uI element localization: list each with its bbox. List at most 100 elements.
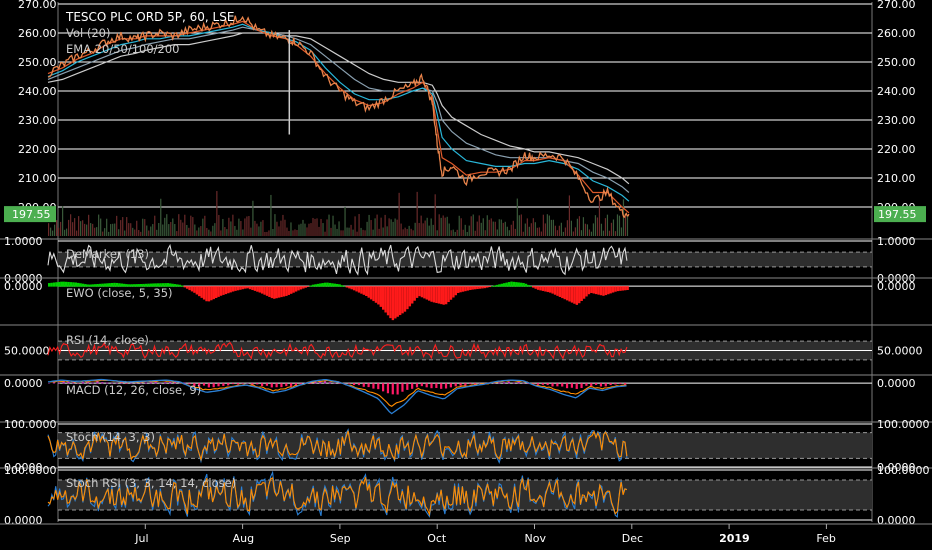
volume-bar: [360, 227, 362, 236]
volume-bar: [514, 228, 516, 236]
ewo-bar: [280, 286, 283, 298]
volume-bar: [120, 220, 122, 236]
volume-bar: [78, 216, 80, 236]
price-tick-left: 220.00: [18, 143, 57, 156]
macd-hist-bar: [386, 383, 390, 394]
macd-hist-bar: [52, 382, 56, 384]
macd-hist-bar: [503, 382, 506, 384]
volume-bar: [60, 221, 62, 236]
ewo-bar: [406, 286, 409, 310]
ewo-bar: [152, 283, 155, 287]
macd-hist-bar: [362, 383, 365, 387]
ewo-bar: [258, 286, 261, 293]
volume-bar: [442, 215, 444, 236]
macd-hist-bar: [309, 383, 312, 384]
panel-macd[interactable]: 0.0000 0.0000 MACD (12, 26, close, 9): [0, 374, 932, 422]
macd-hist-bar: [585, 383, 588, 386]
price-tick-right: 230.00: [877, 114, 916, 127]
ewo-bar: [575, 286, 579, 305]
volume-bar: [536, 227, 538, 236]
ewo-bar: [599, 286, 603, 296]
ewo-bar: [123, 283, 126, 287]
ewo-bar: [396, 286, 399, 317]
ewo-bar: [86, 284, 90, 287]
last-price-right: 197.55: [878, 208, 917, 221]
ewo-bar: [273, 286, 276, 299]
macd-hist-bar: [570, 383, 573, 388]
ewo-bar: [241, 286, 245, 290]
ewo-bar: [159, 283, 162, 287]
volume-bar: [234, 225, 236, 236]
volume-bar: [416, 191, 418, 236]
panel-tick-left: 0.0000: [4, 280, 43, 293]
volume-bar: [96, 227, 98, 236]
macd-hist-bar: [527, 383, 530, 385]
ewo-bar: [519, 282, 523, 287]
volume-bar: [384, 214, 386, 236]
ewo-bar: [529, 286, 533, 287]
volume-bar: [592, 223, 595, 236]
ewo-bar: [263, 286, 266, 295]
panel-rsi[interactable]: 50.0000 50.0000 RSI (14, close): [0, 324, 932, 376]
volume-bar: [370, 220, 372, 236]
ewo-bar: [553, 286, 557, 295]
ewo-bar: [277, 286, 281, 298]
ewo-bar: [154, 283, 157, 287]
ewo-bar: [282, 286, 286, 297]
volume-bar: [446, 216, 448, 236]
volume-bar: [70, 214, 72, 236]
volume-bar: [224, 227, 226, 236]
volume-bar: [608, 230, 611, 236]
macd-hist-bar: [333, 382, 336, 384]
volume-bar: [368, 214, 370, 236]
price-tick-right: 260.00: [877, 27, 916, 40]
volume-bar: [456, 229, 458, 236]
ewo-bar: [435, 286, 438, 304]
ewo-bar: [227, 286, 230, 294]
volume-bar: [316, 218, 318, 236]
panel-stochrsi[interactable]: 100.0000 100.0000 0.0000 0.0000 Stoch RSI (3…: [0, 464, 932, 527]
volume-bar: [470, 216, 472, 236]
volume-bar: [176, 231, 178, 236]
ewo-bar: [355, 286, 358, 292]
panel-ewo[interactable]: 0.0000 0.0000 EWO (close, 5, 35): [0, 277, 932, 325]
volume-bar: [76, 230, 78, 236]
volume-bar: [62, 206, 64, 236]
macd-hist-bar: [236, 383, 239, 385]
indicator-panels[interactable]: 1.0000 1.0000 0.0000 0.0000 DeMarker (13) 0.0…: [0, 235, 932, 527]
macd-hist-bar: [464, 383, 467, 386]
ewo-bar: [268, 286, 271, 297]
ewo-bar: [294, 286, 298, 292]
ewo-bar: [418, 286, 421, 297]
price-tick-right: 220.00: [877, 143, 916, 156]
volume-bar: [506, 226, 508, 236]
last-price-badge-right: [874, 206, 926, 223]
ewo-bar: [447, 286, 450, 302]
volume-bar: [210, 231, 212, 236]
volume-bar: [56, 220, 58, 236]
volume-bar: [262, 220, 264, 236]
volume-bar: [340, 230, 342, 236]
price-tick-right: 250.00: [877, 56, 916, 69]
volume-bar: [376, 214, 378, 236]
ewo-bar: [176, 284, 179, 287]
volume-bar: [110, 224, 112, 236]
x-tick-label: 2019: [719, 532, 750, 545]
ewo-bar: [377, 286, 380, 305]
ewo-bar: [476, 286, 479, 290]
ewo-bar: [304, 286, 307, 288]
price-panel[interactable]: 270.00 270.00 260.00 260.00 250.00 250.00 240.…: [4, 0, 926, 240]
macd-hist-bar: [110, 382, 114, 384]
macd-hist-bar: [382, 383, 385, 392]
ewo-bar: [311, 284, 315, 287]
ewo-bar: [343, 286, 346, 287]
panel-tick-right: 100.0000: [877, 418, 930, 431]
macd-hist-bar: [565, 383, 569, 389]
volume-bar: [336, 228, 338, 236]
ewo-bar: [84, 284, 87, 287]
panel-tick-right: 0.0000: [877, 280, 916, 293]
ewo-bar: [137, 284, 140, 287]
